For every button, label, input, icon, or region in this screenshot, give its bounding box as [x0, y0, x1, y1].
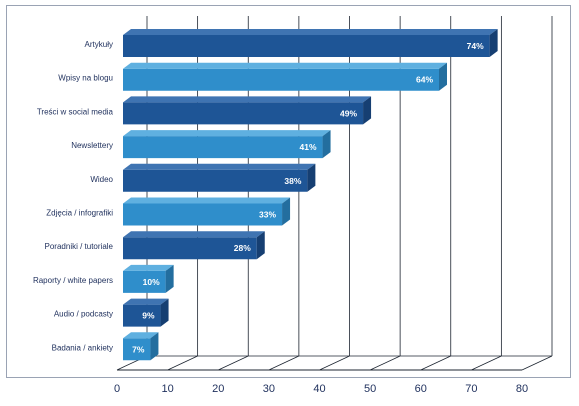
gridline-floor-40: [319, 355, 350, 371]
x-tick-label: 30: [263, 383, 275, 395]
category-label: Artykuły: [85, 40, 113, 49]
x-tick-label: 20: [212, 383, 224, 395]
bar-top: [123, 96, 372, 103]
value-label: 28%: [234, 243, 251, 253]
bar-side: [489, 29, 498, 57]
value-label: 38%: [284, 176, 301, 186]
bar-front: [123, 304, 161, 327]
category-label: Raporty / white papers: [33, 276, 113, 285]
bar-8: [123, 264, 174, 293]
x-tick-label: 40: [313, 383, 325, 395]
x-tick-label: 10: [162, 383, 174, 395]
category-label: Newslettery: [71, 141, 113, 150]
bar-top: [123, 62, 447, 69]
category-label: Wideo: [90, 175, 113, 184]
bar-side: [256, 231, 265, 260]
x-tick-label: 0: [114, 383, 120, 395]
bar-front: [123, 338, 151, 361]
bar-top: [123, 197, 291, 204]
category-label: Wpisy na blogu: [58, 74, 113, 83]
value-label: 64%: [416, 75, 433, 85]
gridline-floor-60: [420, 355, 451, 371]
gridline-floor-10: [167, 355, 198, 371]
category-label: Badania / ankiety: [52, 343, 113, 352]
category-label: Audio / podcasty: [54, 310, 113, 319]
bar-side: [439, 62, 447, 91]
x-tick-label: 80: [516, 383, 528, 395]
value-label: 10%: [143, 277, 160, 287]
category-label: Treści w social media: [37, 107, 114, 116]
bar-front: [123, 102, 364, 125]
bar-7: [123, 231, 265, 260]
value-label: 33%: [259, 210, 276, 220]
bar-side: [322, 130, 331, 159]
bar-top: [123, 29, 498, 35]
bar-top: [123, 231, 265, 238]
x-tick-label: 50: [364, 383, 376, 395]
bar-1: [123, 29, 498, 57]
bar-front: [123, 237, 257, 260]
bar-3: [123, 96, 372, 125]
value-label: 9%: [142, 311, 155, 321]
bar-side: [150, 332, 159, 361]
bar-4: [123, 130, 331, 159]
x-tick-label: 70: [465, 383, 477, 395]
bar-front: [123, 35, 490, 57]
bar-side: [165, 264, 174, 293]
value-label: 74%: [467, 41, 484, 51]
bar-layer: [123, 29, 498, 361]
bar-top: [123, 130, 331, 137]
bar-front: [123, 169, 308, 192]
bar-side: [363, 96, 372, 125]
gridline-floor-50: [369, 355, 401, 371]
bar-2: [123, 62, 447, 91]
value-label: 49%: [340, 108, 357, 118]
x-tick-label: 60: [415, 383, 427, 395]
category-label: Zdjęcia / infografiki: [46, 209, 113, 218]
bar-front: [123, 68, 439, 91]
bar-top: [123, 332, 159, 339]
bar-10: [123, 332, 159, 361]
bar-top: [123, 163, 316, 170]
bar-front: [123, 136, 323, 159]
bar-top: [123, 264, 174, 271]
bar-5: [123, 163, 316, 192]
bar-side: [307, 163, 316, 192]
value-label: 41%: [300, 142, 317, 152]
gridline-floor-80: [521, 355, 553, 371]
gridline-floor-30: [268, 355, 300, 371]
bar-side: [282, 197, 291, 226]
bar-9: [123, 298, 169, 327]
bar-6: [123, 197, 291, 226]
gridline-floor-70: [471, 355, 502, 371]
bar-front: [123, 270, 166, 293]
value-label: 7%: [132, 344, 145, 354]
label-layer: 74% Artykuły 64% Wpisy na blogu 49% Treści w …: [33, 40, 484, 354]
bar-top: [123, 298, 169, 305]
bar-front: [123, 203, 283, 226]
bar-side: [160, 298, 169, 327]
category-label: Poradniki / tutoriale: [45, 242, 114, 251]
gridline-floor-20: [218, 355, 249, 371]
x-axis-ticks: 0 10 20 30 40 50 60 70 80: [114, 383, 528, 395]
